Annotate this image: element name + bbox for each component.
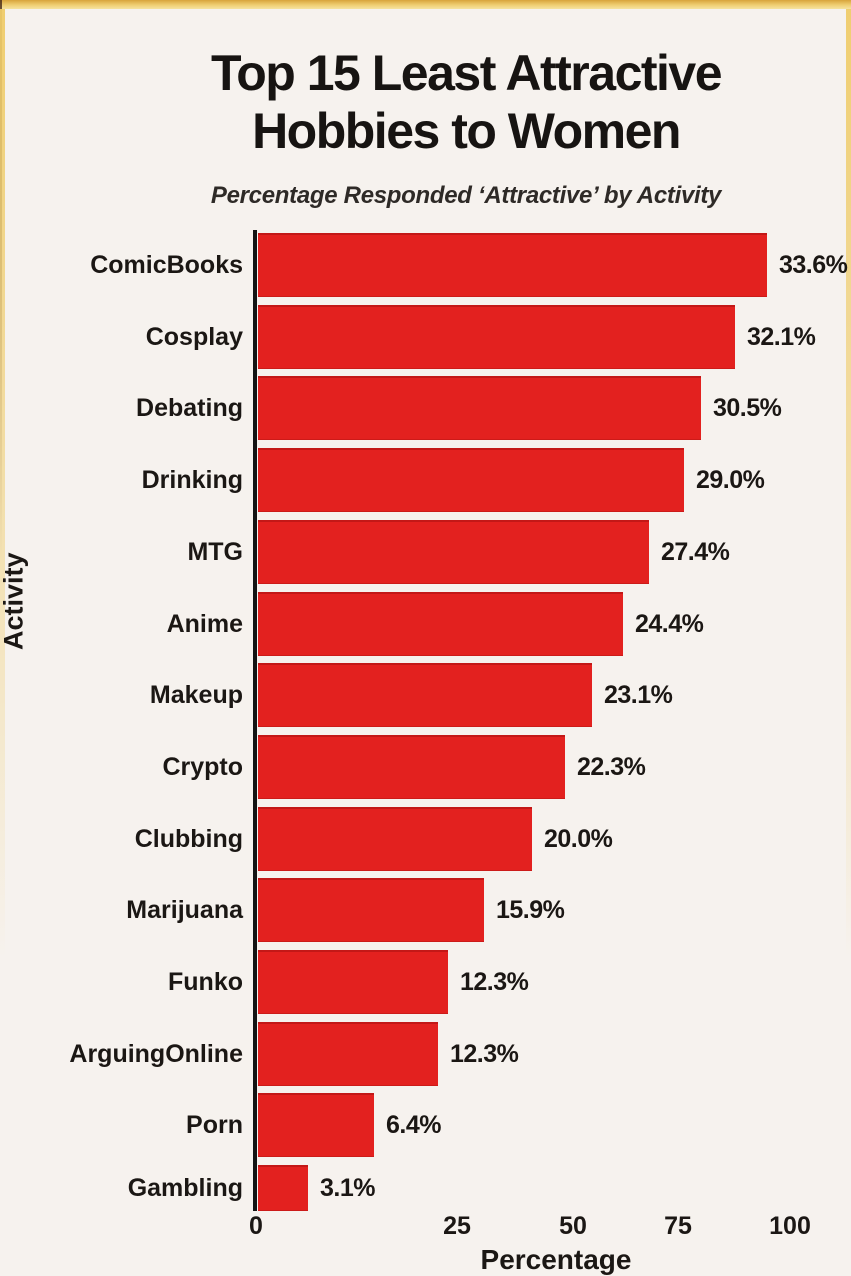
x-tick-25: 25 [443, 1212, 471, 1240]
x-tick-100: 100 [769, 1212, 811, 1240]
value-label-comicbooks: 33.6% [779, 251, 848, 279]
value-label-porn: 6.4% [386, 1111, 441, 1139]
chart-title: Top 15 Least Attractive Hobbies to Women [81, 44, 851, 160]
category-label-crypto: Crypto [162, 753, 243, 781]
value-label-drinking: 29.0% [696, 466, 765, 494]
category-label-makeup: Makeup [149, 681, 243, 709]
chart-title-line1: Top 15 Least Attractive [210, 45, 723, 101]
bar-comicbooks [258, 233, 767, 297]
bar-clubbing [258, 807, 532, 871]
bar-arguingonline [258, 1022, 438, 1086]
bar-anime [258, 592, 623, 656]
value-label-anime: 24.4% [635, 610, 704, 638]
value-label-gambling: 3.1% [320, 1174, 375, 1202]
value-label-crypto: 22.3% [577, 753, 646, 781]
category-label-clubbing: Clubbing [134, 825, 243, 853]
category-label-funko: Funko [168, 968, 243, 996]
bar-drinking [258, 448, 684, 512]
value-label-cosplay: 32.1% [747, 323, 816, 351]
bar-gambling [258, 1165, 308, 1211]
gold-frame-right [846, 9, 851, 1009]
category-label-drinking: Drinking [141, 466, 243, 494]
category-label-cosplay: Cosplay [145, 323, 243, 351]
bar-mtg [258, 520, 649, 584]
bar-cosplay [258, 305, 735, 369]
bar-porn [258, 1093, 374, 1157]
value-label-clubbing: 20.0% [544, 825, 613, 853]
bar-makeup [258, 663, 592, 727]
x-axis-label: Percentage [480, 1244, 632, 1275]
value-label-debating: 30.5% [713, 394, 782, 422]
category-label-mtg: MTG [187, 538, 243, 566]
gold-frame-left [0, 9, 5, 1009]
x-tick-50: 50 [559, 1212, 587, 1240]
chart-title-line2: Hobbies to Women [252, 103, 681, 159]
bar-debating [258, 376, 701, 440]
value-label-funko: 12.3% [460, 968, 529, 996]
x-tick-0: 0 [249, 1212, 263, 1240]
bar-funko [258, 950, 448, 1014]
value-label-mtg: 27.4% [661, 538, 730, 566]
value-label-marijuana: 15.9% [496, 896, 565, 924]
x-tick-75: 75 [664, 1212, 692, 1240]
gold-frame-top [0, 0, 851, 9]
value-label-arguingonline: 12.3% [450, 1040, 519, 1068]
bar-crypto [258, 735, 565, 799]
value-label-makeup: 23.1% [604, 681, 673, 709]
category-label-comicbooks: ComicBooks [90, 251, 243, 279]
category-label-arguingonline: ArguingOnline [69, 1040, 243, 1068]
category-label-anime: Anime [166, 610, 243, 638]
bar-marijuana [258, 878, 484, 942]
category-label-marijuana: Marijuana [126, 896, 243, 924]
category-label-porn: Porn [186, 1111, 243, 1139]
category-label-gambling: Gambling [127, 1174, 243, 1202]
category-label-debating: Debating [136, 394, 243, 422]
y-axis-line [253, 230, 257, 1211]
chart-subtitle: Percentage Responded ‘Attractive’ by Act… [210, 182, 722, 209]
